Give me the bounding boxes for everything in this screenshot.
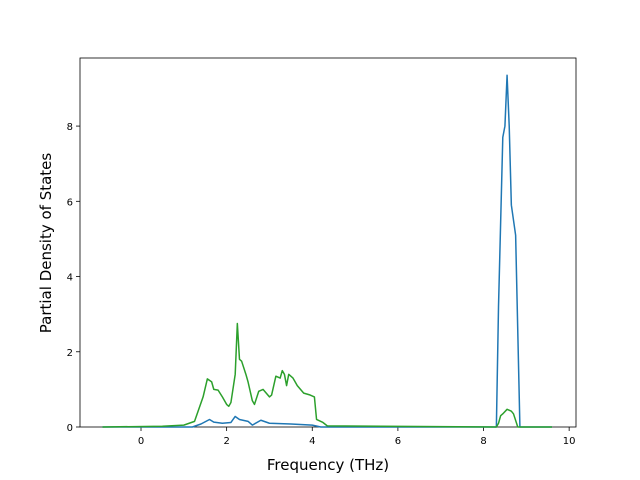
- y-tick-label: 0: [67, 423, 73, 434]
- plot-frame: [79, 57, 577, 428]
- x-tick-label: 10: [563, 436, 576, 447]
- y-tick-label: 6: [67, 197, 73, 208]
- y-axis-label: Partial Density of States: [37, 153, 55, 334]
- y-tick-label: 2: [67, 348, 73, 359]
- x-tick-label: 6: [395, 436, 401, 447]
- x-tick-label: 2: [223, 436, 229, 447]
- y-tick-label: 8: [67, 122, 73, 133]
- x-axis-label: Frequency (THz): [267, 456, 389, 474]
- x-tick-label: 4: [309, 436, 315, 447]
- data-line: [102, 322, 553, 428]
- x-tick-label: 0: [138, 436, 144, 447]
- data-line: [102, 74, 553, 428]
- x-tick-label: 8: [480, 436, 486, 447]
- y-tick-label: 4: [67, 273, 73, 284]
